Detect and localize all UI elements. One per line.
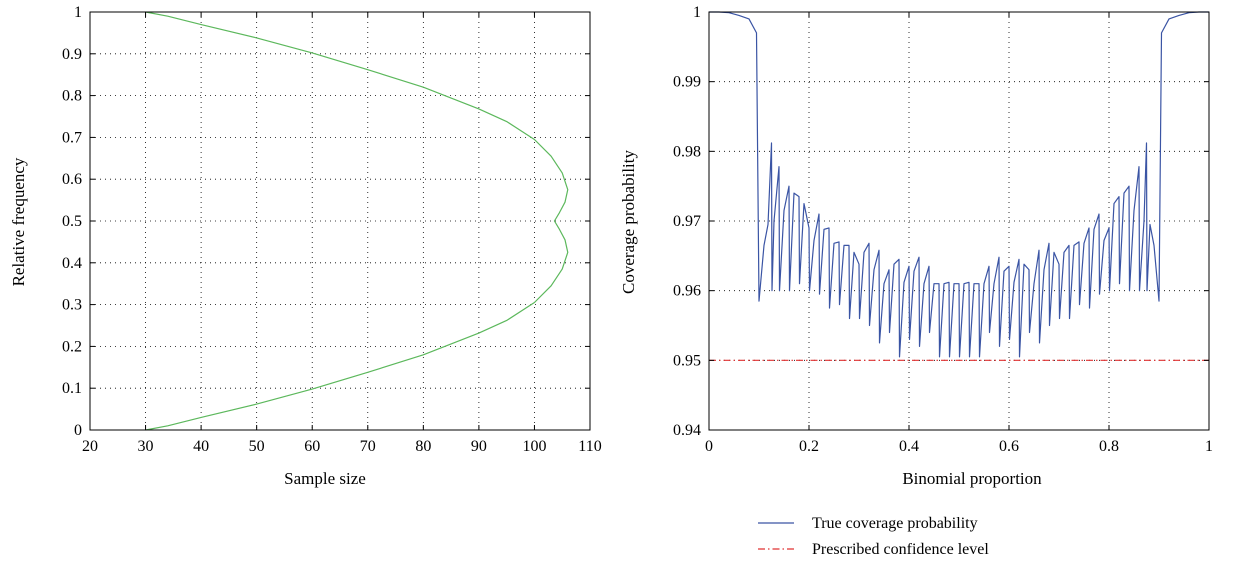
right-y-axis-label: Coverage probability bbox=[619, 150, 638, 294]
left-x-tick-label: 100 bbox=[522, 438, 546, 455]
chart-binomial-proportion-vs-coverage: 0 0.2 0.4 0.6 0.8 10.940.950.960.970.980.991 … bbox=[619, 4, 1213, 488]
right-y-tick-label: 1 bbox=[693, 4, 701, 21]
left-x-tick-label: 90 bbox=[471, 438, 487, 455]
left-series-line-0 bbox=[145, 11, 569, 431]
right-x-tick-label: 1 bbox=[1205, 438, 1213, 455]
left-x-tick-label: 80 bbox=[415, 438, 431, 455]
left-y-tick-label: 0.3 bbox=[62, 297, 82, 314]
right-y-tick-label: 0.95 bbox=[673, 352, 701, 369]
left-x-tick-label: 20 bbox=[82, 438, 98, 455]
left-ticks: 20 30 40 50 60 70 80 90 100 110 0 0.1 0.2 0.3 0.4 0.5 0.… bbox=[62, 4, 602, 455]
left-x-tick-label: 30 bbox=[138, 438, 154, 455]
right-x-tick-label: 0.6 bbox=[999, 438, 1019, 455]
legend-label-true-coverage: True coverage probability bbox=[812, 515, 978, 532]
left-y-axis-label: Relative frequency bbox=[9, 157, 28, 286]
right-x-tick-label: 0 bbox=[705, 438, 713, 455]
right-x-tick-label: 0.4 bbox=[899, 438, 919, 455]
legend: True coverage probability Prescribed con… bbox=[758, 515, 989, 558]
left-y-tick-label: 0.4 bbox=[62, 255, 82, 272]
right-x-axis-label: Binomial proportion bbox=[902, 469, 1042, 488]
left-x-tick-label: 70 bbox=[360, 438, 376, 455]
left-y-tick-label: 0.2 bbox=[62, 338, 82, 355]
left-y-tick-label: 0.6 bbox=[62, 171, 82, 188]
right-x-tick-label: 0.2 bbox=[799, 438, 819, 455]
right-y-tick-label: 0.96 bbox=[673, 283, 701, 300]
right-y-tick-label: 0.99 bbox=[673, 74, 701, 91]
left-x-tick-label: 110 bbox=[578, 438, 601, 455]
right-series-line-0 bbox=[709, 11, 1209, 358]
legend-label-prescribed-level: Prescribed confidence level bbox=[812, 541, 989, 558]
right-y-tick-label: 0.98 bbox=[673, 143, 701, 160]
left-y-tick-label: 0.1 bbox=[62, 380, 82, 397]
left-grid bbox=[90, 12, 590, 430]
left-y-tick-label: 0.5 bbox=[62, 213, 82, 230]
left-y-tick-label: 0.7 bbox=[62, 129, 82, 146]
left-x-tick-label: 60 bbox=[304, 438, 320, 455]
left-x-tick-label: 40 bbox=[193, 438, 209, 455]
left-y-tick-label: 0.8 bbox=[62, 88, 82, 105]
right-y-tick-label: 0.97 bbox=[673, 213, 701, 230]
left-y-tick-label: 0.9 bbox=[62, 46, 82, 63]
left-x-tick-label: 50 bbox=[249, 438, 265, 455]
right-series bbox=[709, 11, 1209, 361]
left-series bbox=[145, 11, 569, 431]
right-ticks: 0 0.2 0.4 0.6 0.8 1 0.94 0.95 0.96 0.97 0.98 0.99 1 bbox=[673, 4, 1213, 455]
left-y-tick-label: 0 bbox=[74, 422, 82, 439]
left-x-axis-label: Sample size bbox=[284, 469, 366, 488]
right-x-tick-label: 0.8 bbox=[1099, 438, 1119, 455]
chart-sample-size-vs-relative-frequency: 20 30 40 50 60 70 80 90 100 110 0 0.1 0.2 0.3 0.4 0.5 0.… bbox=[9, 4, 602, 488]
right-y-tick-label: 0.94 bbox=[673, 422, 701, 439]
left-y-tick-label: 1 bbox=[74, 4, 82, 21]
